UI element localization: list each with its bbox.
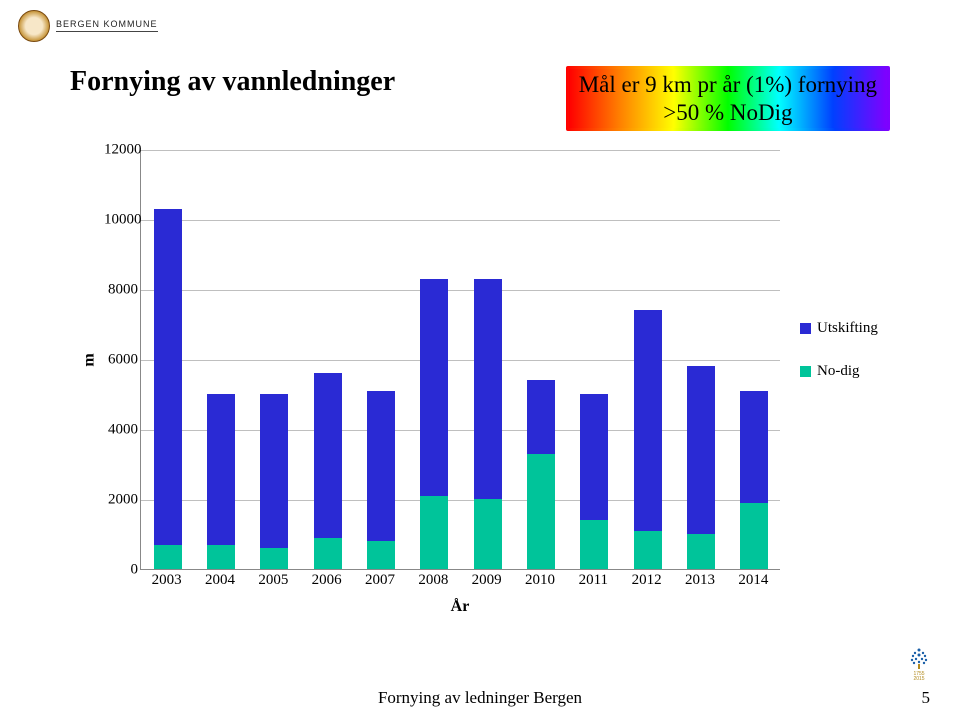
y-tick: 2000 xyxy=(104,492,138,509)
x-tick: 2011 xyxy=(579,572,608,589)
grid-line xyxy=(141,220,780,221)
bar-segment-utskifting xyxy=(474,279,502,500)
footer-text: Fornying av ledninger Bergen xyxy=(0,688,960,708)
x-tick: 2004 xyxy=(205,572,235,589)
x-tick: 2006 xyxy=(312,572,342,589)
bar-segment-utskifting xyxy=(367,391,395,542)
x-tick: 2013 xyxy=(685,572,715,589)
legend-label: Utskifting xyxy=(817,320,878,337)
chart: m 0 2000 4000 6000 8000 10000 12000 2003 2004 20… xyxy=(60,140,900,620)
legend-swatch xyxy=(800,323,811,334)
y-tick: 0 xyxy=(104,562,138,579)
grid-line xyxy=(141,360,780,361)
bar-segment-nodig xyxy=(634,531,662,570)
legend-item: Utskifting xyxy=(800,320,878,337)
goal-box: Mål er 9 km pr år (1%) fornying >50 % No… xyxy=(566,66,890,131)
bar-segment-utskifting xyxy=(420,279,448,496)
y-tick: 12000 xyxy=(104,142,138,159)
logo-crest xyxy=(18,10,50,42)
grid-line xyxy=(141,150,780,151)
bar-segment-nodig xyxy=(420,496,448,570)
x-tick: 2009 xyxy=(472,572,502,589)
anniversary-logo: 17552015 xyxy=(904,648,934,688)
y-tick: 8000 xyxy=(104,282,138,299)
bar-segment-nodig xyxy=(687,534,715,569)
logo-divider xyxy=(56,31,158,32)
bar-segment-nodig xyxy=(314,538,342,570)
bar-segment-nodig xyxy=(740,503,768,570)
y-tick: 10000 xyxy=(104,212,138,229)
page-number: 5 xyxy=(922,688,931,708)
bar-segment-nodig xyxy=(260,548,288,569)
bar-segment-utskifting xyxy=(207,394,235,545)
legend-label: No-dig xyxy=(817,363,860,380)
bar-segment-utskifting xyxy=(634,310,662,531)
org-logo: BERGEN KOMMUNE xyxy=(18,6,158,46)
x-tick: 2014 xyxy=(738,572,768,589)
slide-title: Fornying av vannledninger xyxy=(70,66,395,98)
grid-line xyxy=(141,290,780,291)
plot-area xyxy=(140,150,780,570)
grid-line xyxy=(141,500,780,501)
bar-segment-nodig xyxy=(154,545,182,570)
bar-segment-utskifting xyxy=(260,394,288,548)
bar-segment-utskifting xyxy=(580,394,608,520)
bar-segment-utskifting xyxy=(314,373,342,538)
x-tick: 2008 xyxy=(418,572,448,589)
grid-line xyxy=(141,430,780,431)
logo-text: BERGEN KOMMUNE xyxy=(56,20,158,29)
x-tick: 2012 xyxy=(632,572,662,589)
y-tick: 6000 xyxy=(104,352,138,369)
legend-swatch xyxy=(800,366,811,377)
legend-item: No-dig xyxy=(800,363,878,380)
bar-segment-utskifting xyxy=(154,209,182,545)
y-tick: 4000 xyxy=(104,422,138,439)
bar-segment-utskifting xyxy=(687,366,715,534)
bar-segment-nodig xyxy=(474,499,502,569)
bar-segment-utskifting xyxy=(527,380,555,454)
bar-segment-nodig xyxy=(580,520,608,569)
bar-segment-utskifting xyxy=(740,391,768,503)
bar-segment-nodig xyxy=(207,545,235,570)
bar-segment-nodig xyxy=(367,541,395,569)
x-tick: 2010 xyxy=(525,572,555,589)
y-axis-label: m xyxy=(80,150,100,570)
goal-line1: Mål er 9 km pr år (1%) fornying xyxy=(579,71,877,99)
x-tick: 2005 xyxy=(258,572,288,589)
x-axis-label: År xyxy=(140,598,780,616)
x-tick: 2003 xyxy=(152,572,182,589)
x-tick: 2007 xyxy=(365,572,395,589)
bar-segment-nodig xyxy=(527,454,555,570)
goal-line2: >50 % NoDig xyxy=(579,99,877,127)
legend: Utskifting No-dig xyxy=(800,320,878,406)
